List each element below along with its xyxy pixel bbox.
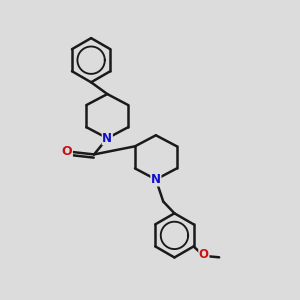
Text: O: O: [199, 248, 209, 261]
Text: N: N: [102, 132, 112, 145]
Text: O: O: [61, 145, 72, 158]
Text: N: N: [151, 173, 161, 186]
